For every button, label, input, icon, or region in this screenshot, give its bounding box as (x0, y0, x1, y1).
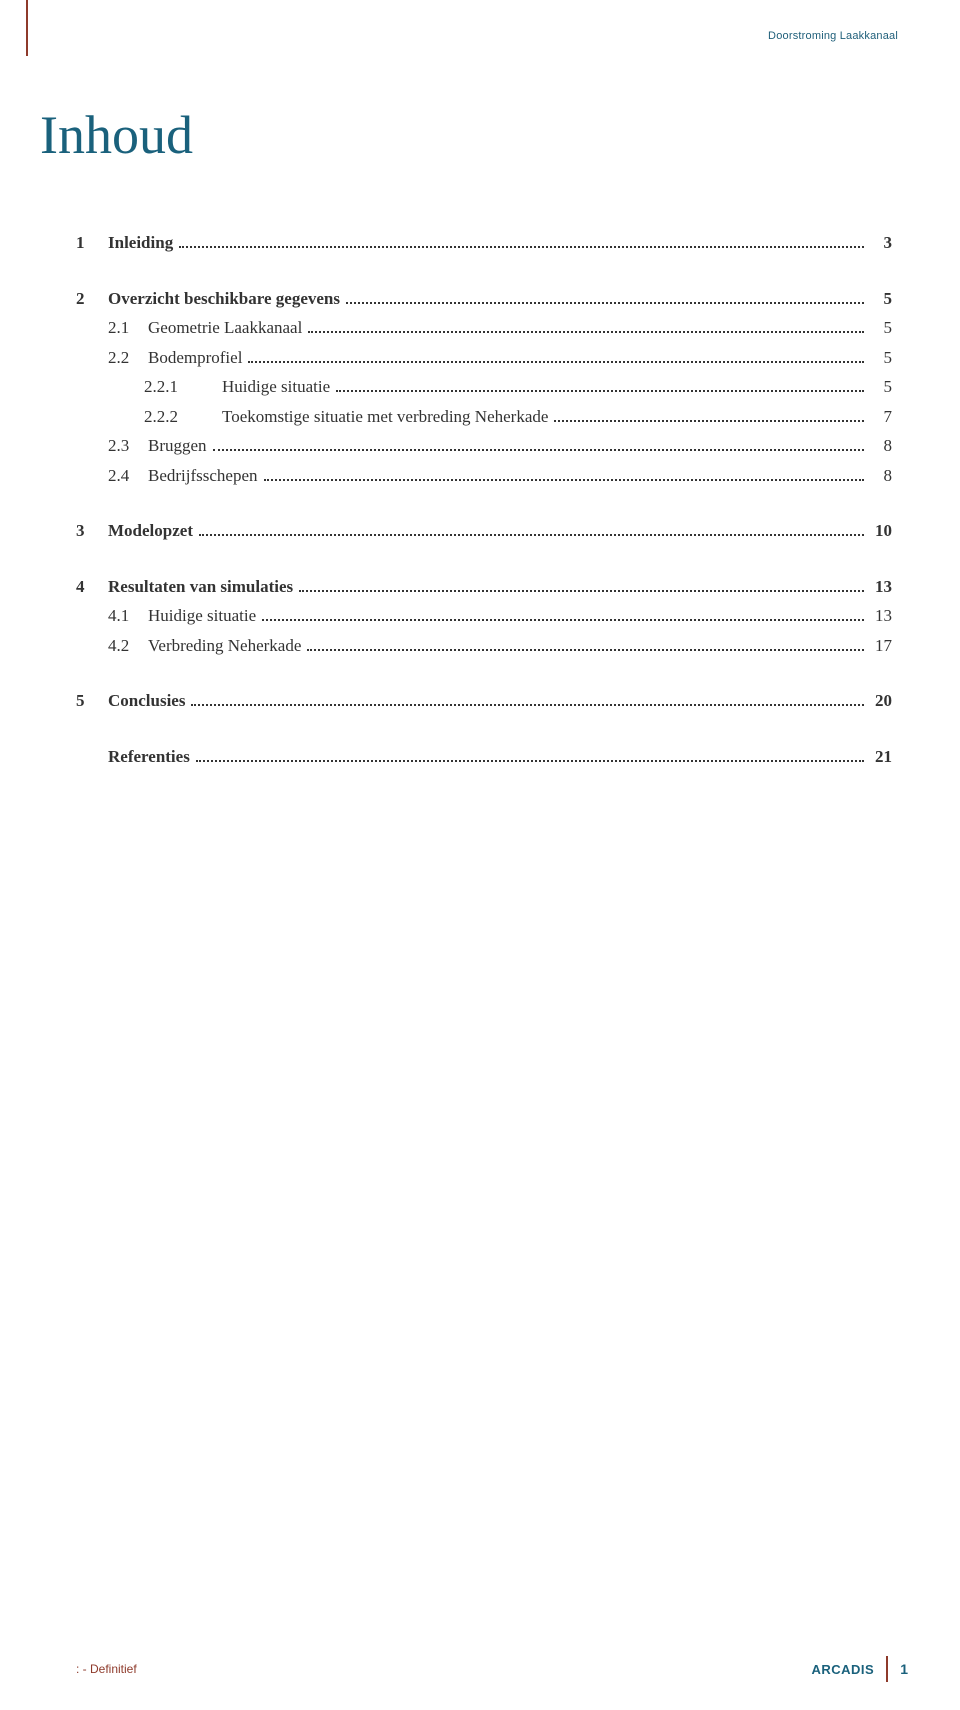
toc-entry-label: Referenties (108, 744, 190, 770)
toc-spacer (76, 662, 892, 684)
toc-entry-label: Bedrijfsschepen (148, 463, 258, 489)
toc-entry-page: 7 (870, 404, 892, 430)
footer-divider (886, 1656, 888, 1682)
toc-entry-label: Geometrie Laakkanaal (148, 315, 302, 341)
toc-leader-dots (213, 434, 864, 451)
footer-right: ARCADIS 1 (811, 1656, 908, 1682)
toc-entry: 1Inleiding 3 (76, 230, 892, 256)
toc-entry-page: 8 (870, 463, 892, 489)
toc-entry-label: Bruggen (148, 433, 207, 459)
page-title: Inhoud (40, 104, 193, 166)
toc-leader-dots (248, 345, 864, 362)
toc-entry-number: 2.1 (108, 315, 148, 341)
toc-entry-label: Conclusies (108, 688, 185, 714)
toc-entry-page: 17 (870, 633, 892, 659)
toc-entry-label: Toekomstige situatie met verbreding Nehe… (222, 404, 548, 430)
toc-entry: 4.1Huidige situatie 13 (76, 603, 892, 629)
toc-leader-dots (262, 604, 864, 621)
toc-entry-page: 21 (870, 744, 892, 770)
toc-leader-dots (299, 574, 864, 591)
toc-entry: 2.2Bodemprofiel 5 (76, 345, 892, 371)
toc-leader-dots (307, 633, 864, 650)
toc-entry-number: 2.3 (108, 433, 148, 459)
toc-leader-dots (264, 463, 864, 480)
toc-entry: 2.4Bedrijfsschepen 8 (76, 463, 892, 489)
toc-leader-dots (179, 231, 864, 248)
toc-entry-label: Inleiding (108, 230, 173, 256)
toc-spacer (76, 260, 892, 282)
toc-entry-number: 1 (76, 230, 108, 256)
toc-entry-number: 2.4 (108, 463, 148, 489)
toc-entry-number: 4.2 (108, 633, 148, 659)
toc-entry-page: 13 (870, 603, 892, 629)
toc-entry: 2Overzicht beschikbare gegevens 5 (76, 286, 892, 312)
toc-entry-label: Resultaten van simulaties (108, 574, 293, 600)
toc-entry: Referenties 21 (76, 744, 892, 770)
toc-entry-page: 5 (870, 315, 892, 341)
toc-entry: 5Conclusies 20 (76, 688, 892, 714)
footer-brand: ARCADIS (811, 1662, 874, 1677)
toc-leader-dots (336, 375, 864, 392)
toc-entry: 3Modelopzet 10 (76, 518, 892, 544)
toc-spacer (76, 492, 892, 514)
toc-entry-label: Bodemprofiel (148, 345, 242, 371)
footer-status: : - Definitief (76, 1662, 137, 1676)
toc-entry-page: 3 (870, 230, 892, 256)
toc-entry-page: 5 (870, 345, 892, 371)
toc-leader-dots (191, 689, 864, 706)
page-footer: : - Definitief ARCADIS 1 (76, 1656, 908, 1682)
toc-entry-number: 2.2.1 (144, 374, 222, 400)
toc-entry-label: Huidige situatie (222, 374, 330, 400)
toc-entry-number: 3 (76, 518, 108, 544)
header-accent-bar (26, 0, 28, 56)
toc-entry: 2.3Bruggen 8 (76, 433, 892, 459)
toc-entry-label: Huidige situatie (148, 603, 256, 629)
toc-entry-number: 5 (76, 688, 108, 714)
table-of-contents: 1Inleiding 3 2Overzicht beschikbare gegeve… (76, 230, 892, 773)
toc-entry-page: 10 (870, 518, 892, 544)
toc-entry-page: 5 (870, 374, 892, 400)
toc-leader-dots (199, 519, 864, 536)
toc-spacer (76, 548, 892, 570)
toc-entry: 2.1Geometrie Laakkanaal 5 (76, 315, 892, 341)
toc-leader-dots (196, 744, 864, 761)
toc-entry-page: 20 (870, 688, 892, 714)
toc-entry-number: 2 (76, 286, 108, 312)
toc-entry: 4Resultaten van simulaties 13 (76, 574, 892, 600)
toc-leader-dots (346, 286, 864, 303)
toc-entry-number: 2.2 (108, 345, 148, 371)
toc-entry-page: 5 (870, 286, 892, 312)
toc-entry-label: Overzicht beschikbare gegevens (108, 286, 340, 312)
toc-entry: 4.2Verbreding Neherkade 17 (76, 633, 892, 659)
toc-entry-number: 2.2.2 (144, 404, 222, 430)
toc-entry: 2.2.2Toekomstige situatie met verbreding… (76, 404, 892, 430)
toc-leader-dots (308, 316, 864, 333)
toc-entry-label: Modelopzet (108, 518, 193, 544)
toc-entry-page: 8 (870, 433, 892, 459)
toc-spacer (76, 718, 892, 740)
toc-entry-number: 4.1 (108, 603, 148, 629)
toc-entry-number: 4 (76, 574, 108, 600)
toc-leader-dots (554, 404, 864, 421)
header-document-label: Doorstroming Laakkanaal (768, 30, 898, 42)
toc-entry-label: Verbreding Neherkade (148, 633, 301, 659)
footer-page-number: 1 (900, 1661, 908, 1677)
toc-entry-page: 13 (870, 574, 892, 600)
toc-entry: 2.2.1Huidige situatie 5 (76, 374, 892, 400)
